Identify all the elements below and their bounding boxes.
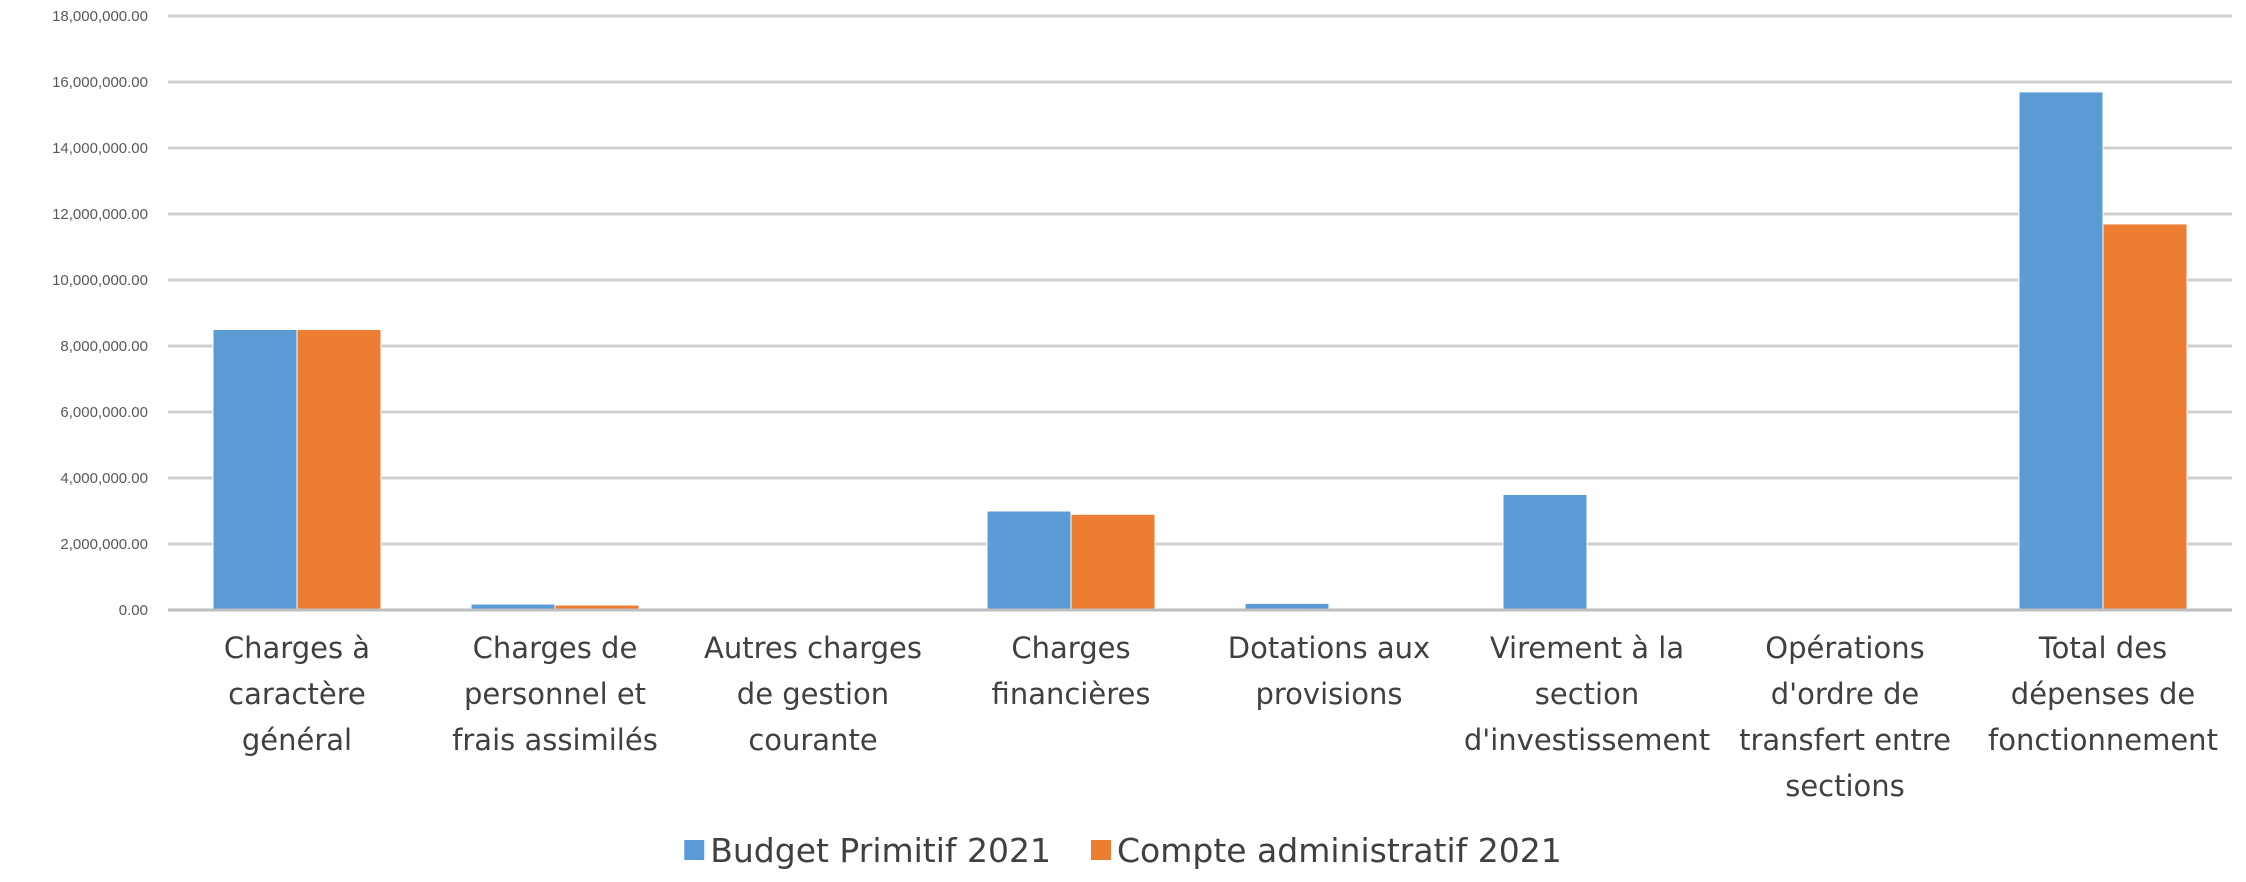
y-axis-ticks: 0.00 2,000,000.00 4,000,000.00 6,000,000.00… — [52, 8, 148, 619]
gridlines — [168, 14, 2232, 546]
y-tick-label: 0.00 — [119, 602, 148, 619]
y-tick-label: 6,000,000.00 — [60, 404, 148, 421]
bar — [1502, 494, 1588, 611]
x-category-label: Charges de personnel et frais assimilés — [452, 631, 658, 757]
y-tick-label: 16,000,000.00 — [52, 74, 148, 91]
y-tick-label: 12,000,000.00 — [52, 206, 148, 223]
bar — [1070, 513, 1156, 611]
x-category-label: Virement à la section d'investissement — [1464, 631, 1710, 757]
x-category-label: Opérations d'ordre de transfert entre secti… — [1739, 631, 1951, 803]
bar — [2102, 223, 2188, 611]
legend-swatch — [1091, 840, 1111, 860]
y-tick-label: 8,000,000.00 — [60, 338, 148, 355]
y-tick-label: 18,000,000.00 — [52, 8, 148, 25]
bar — [296, 329, 382, 611]
y-tick-label: 4,000,000.00 — [60, 470, 148, 487]
bar — [212, 329, 298, 611]
bar — [2018, 91, 2104, 611]
y-tick-label: 2,000,000.00 — [60, 536, 148, 553]
bars — [212, 91, 2188, 611]
x-category-label: Autres charges de gestion courante — [704, 631, 922, 757]
x-category-label: Dotations aux provisions — [1228, 631, 1430, 711]
y-tick-label: 10,000,000.00 — [52, 272, 148, 289]
x-category-label: Total des dépenses de fonctionnement — [1988, 631, 2218, 757]
x-category-label: Charges financières — [992, 631, 1151, 711]
legend: Budget Primitif 2021 Compte administratif… — [684, 831, 1562, 870]
bar — [986, 510, 1072, 611]
legend-label: Compte administratif 2021 — [1117, 831, 1562, 870]
x-category-label: Charges à caractère général — [224, 631, 370, 757]
y-tick-label: 14,000,000.00 — [52, 140, 148, 157]
x-axis-category-labels: Charges à caractère général Charges de perso… — [224, 631, 2218, 803]
legend-swatch — [684, 840, 705, 860]
legend-label: Budget Primitif 2021 — [710, 831, 1051, 870]
